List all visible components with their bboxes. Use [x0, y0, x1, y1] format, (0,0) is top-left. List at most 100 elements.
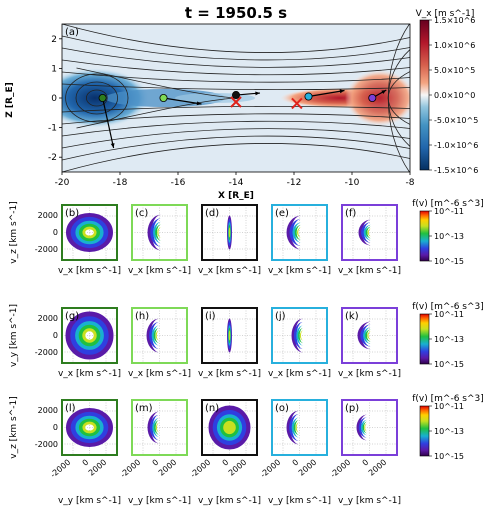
vdf-contour [149, 414, 160, 441]
vdf-x-tick-label: -2000 [329, 458, 353, 480]
vdf-panel-frame [201, 307, 258, 364]
vdf-panel: (e) v_x [km s^-1] [268, 204, 331, 276]
vdf-panel-xlabel: v_x [km s^-1] [128, 369, 191, 379]
vdf-y-tick-label: -2000 [35, 245, 58, 254]
velocity-arrowhead [339, 89, 345, 94]
probe-marker [304, 92, 313, 101]
vdf-contour [362, 421, 368, 434]
vdf-contour [70, 216, 109, 249]
field-line [62, 47, 410, 68]
velocity-arrowhead [196, 101, 202, 106]
vdf-x-tick-label: -2000 [119, 458, 143, 480]
vdf-contour [293, 419, 300, 436]
vdf-contour [151, 325, 160, 346]
fv-colorbar-label: f(v) [m^-6 s^3] [412, 199, 484, 209]
field-line [76, 67, 237, 99]
fv-colorbar-tick-label: 10^-15 [434, 360, 464, 369]
vdf-panel-frame [61, 204, 118, 261]
field-line [62, 59, 410, 76]
vdf-panel-frame [201, 399, 258, 456]
vdf-contour [223, 420, 236, 435]
fv-colorbar-tick-label: 10^-13 [434, 232, 464, 241]
vdf-contour [78, 418, 101, 437]
vdf-panel: (g) v_x [km s^-1] [58, 307, 121, 379]
velocity-arrowhead [381, 90, 387, 94]
dipole-field-line [387, 24, 410, 172]
panel-a-axes: -20 -18 -16 -14 -12 -10 -8 2 1 0 -1 -2 [48, 35, 415, 188]
vdf-panel-xlabel: v_x [km s^-1] [338, 266, 401, 276]
vdf-x-tick-label: 2000 [227, 458, 248, 478]
vdf-panel-xlabel: v_x [km s^-1] [58, 266, 121, 276]
vdf-contour [152, 417, 160, 438]
x-tick-label: -10 [345, 178, 360, 188]
vdf-panel-label: (m) [135, 403, 153, 414]
vdf-contour [358, 417, 368, 438]
vdf-contour [153, 327, 160, 344]
vdf-panel-label: (g) [65, 311, 79, 322]
vdf-x-tick-label: 0 [221, 458, 231, 468]
vdf-panel-frame [61, 307, 118, 364]
fv-colorbar-scale [419, 210, 430, 262]
vdf-panel-xlabel: v_y [km s^-1] [58, 496, 121, 506]
vdf-contour [75, 415, 104, 440]
probe-markers [98, 91, 377, 103]
vdf-panel-label: (j) [275, 311, 286, 322]
vdf-panel-xlabel: v_y [km s^-1] [338, 496, 401, 506]
vdf-panel-label: (e) [275, 208, 289, 219]
velocity-arrow [163, 97, 202, 105]
vdf-x-tick-label: -2000 [189, 458, 213, 480]
x-tick-label: -20 [55, 178, 70, 188]
vdf-contour [70, 411, 109, 444]
vdf-contour [75, 220, 104, 245]
vdf-contour [155, 224, 162, 241]
vdf-panel-frame [341, 307, 398, 364]
vdf-y-tick-label: 2000 [38, 211, 58, 220]
fv-colorbar-tick-label: 10^-13 [434, 427, 464, 436]
field-line [62, 24, 410, 53]
vdf-panel-label: (h) [135, 311, 149, 322]
vdf-contour [360, 419, 368, 436]
vdf-contour [228, 227, 231, 238]
vdf-panel-label: (i) [205, 311, 216, 322]
vdf-contour [78, 223, 101, 242]
field-line [62, 128, 410, 149]
vdf-contour [294, 224, 302, 241]
fv-colorbar-label: f(v) [m^-6 s^3] [412, 302, 484, 312]
vdf-contour [70, 316, 109, 355]
vdf-contour [228, 330, 231, 341]
vdf-contour [147, 214, 162, 251]
vdf-contour [361, 222, 372, 243]
panel-a-label: (a) [65, 27, 79, 38]
field-line [62, 143, 410, 172]
vdf-panel: (b) v_x [km s^-1] [58, 204, 121, 276]
vdf-x-tick-label: 2000 [87, 458, 108, 478]
vdf-panel: (i) v_x [km s^-1] [198, 307, 261, 379]
velocity-arrow [102, 97, 115, 149]
x-tick-label: -18 [113, 178, 128, 188]
panel-a-xlabel: X [R_E] [218, 191, 254, 201]
vdf-panel-xlabel: v_x [km s^-1] [198, 266, 261, 276]
vdf-contour [367, 228, 372, 237]
vdf-panel-label: (k) [345, 311, 359, 322]
vdf-contour [146, 318, 160, 353]
vdf-contour [299, 330, 304, 341]
field-line [62, 35, 410, 61]
vdf-panel-frame [131, 204, 188, 261]
x-line-marker [291, 97, 303, 110]
vdf-panel: (j) v_x [km s^-1] [268, 307, 331, 379]
vdf-panel-label: (f) [345, 208, 356, 219]
vdf-contour [363, 327, 372, 344]
vx-colorbar-tick-label: 1.0×10^6 [434, 41, 475, 50]
vdf-contour [155, 330, 160, 341]
vdf-x-tick-label: 0 [81, 458, 91, 468]
y-tick-label: -1 [48, 124, 57, 134]
field-line [62, 135, 410, 161]
vdf-panel: (c) v_x [km s^-1] [128, 204, 191, 276]
fv-colorbar-tick-label: 10^-15 [434, 452, 464, 461]
vdf-panel-xlabel: v_y [km s^-1] [128, 496, 191, 506]
plasmoid-loop [65, 73, 129, 123]
probe-marker [368, 94, 377, 103]
fv-colorbar-scale [419, 405, 430, 457]
